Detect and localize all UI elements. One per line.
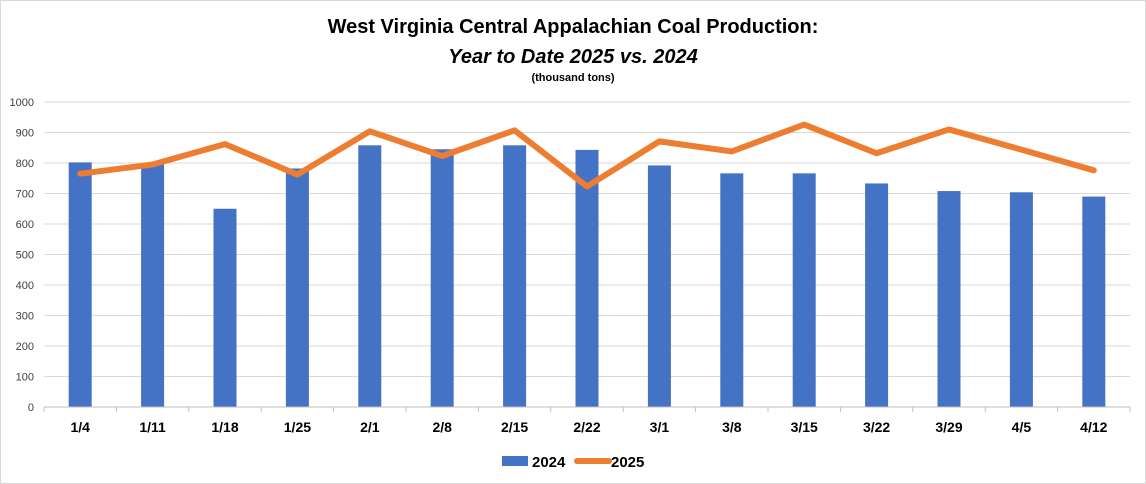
- legend-swatch-2024: [502, 456, 528, 466]
- bar-2024: [285, 168, 309, 407]
- bar-2024: [792, 173, 816, 407]
- x-tick-label: 2/8: [432, 419, 452, 435]
- x-tick-label: 2/15: [501, 419, 528, 435]
- x-axis-ticks: 1/4 1/11 1/18 1/25 2/1 2/8 2/15 2/22 3/1 3/8 3/15 3…: [70, 419, 1107, 435]
- bar-2024: [503, 145, 527, 407]
- x-tick-label: 2/22: [573, 419, 600, 435]
- bar-2024: [937, 191, 961, 407]
- chart-unit-note: (thousand tons): [531, 72, 614, 84]
- bar-2024: [575, 149, 599, 407]
- chart-title: West Virginia Central Appalachian Coal P…: [328, 16, 819, 38]
- x-tick-label: 1/4: [70, 419, 90, 435]
- x-tick-label: 4/5: [1012, 419, 1032, 435]
- y-tick-label: 600: [16, 219, 34, 231]
- y-tick-label: 0: [28, 402, 34, 414]
- bar-2024: [720, 173, 744, 407]
- y-tick-label: 200: [16, 341, 34, 353]
- x-tick-label: 3/15: [791, 419, 818, 435]
- y-tick-label: 500: [16, 250, 34, 262]
- y-tick-label: 300: [16, 311, 34, 323]
- x-tick-label: 1/25: [284, 419, 311, 435]
- y-tick-label: 700: [16, 189, 34, 201]
- bar-2024: [68, 162, 92, 407]
- x-axis: [43, 406, 1131, 412]
- y-tick-label: 800: [16, 158, 34, 170]
- x-tick-label: 3/8: [722, 419, 742, 435]
- x-tick-label: 1/11: [139, 419, 166, 435]
- x-tick-label: 1/18: [211, 419, 238, 435]
- bars-2024: [68, 145, 1106, 407]
- bar-2024: [1009, 192, 1033, 407]
- x-tick-label: 3/29: [935, 419, 962, 435]
- x-tick-label: 3/1: [650, 419, 670, 435]
- bar-2024: [647, 165, 671, 407]
- bar-2024: [213, 208, 237, 407]
- series-line-2025: [77, 121, 1097, 190]
- line-2025: [77, 121, 1097, 190]
- legend-label-2025: 2025: [611, 454, 644, 471]
- bar-2024: [865, 183, 889, 407]
- y-axis-ticks: 0 100 200 300 400 500 600 700 800 900 1000: [10, 97, 34, 414]
- legend: 2024 2025: [502, 454, 644, 471]
- x-tick-label: 3/22: [863, 419, 890, 435]
- bar-2024: [430, 149, 454, 407]
- bar-2024: [358, 145, 382, 407]
- y-tick-label: 1000: [10, 97, 34, 109]
- legend-label-2024: 2024: [532, 454, 566, 471]
- y-tick-label: 900: [16, 128, 34, 140]
- y-tick-label: 100: [16, 372, 34, 384]
- bar-2024: [141, 164, 165, 407]
- chart-subtitle: Year to Date 2025 vs. 2024: [448, 46, 697, 68]
- y-tick-label: 400: [16, 280, 34, 292]
- x-tick-label: 4/12: [1080, 419, 1107, 435]
- x-tick-label: 2/1: [360, 419, 380, 435]
- bar-2024: [1082, 196, 1106, 407]
